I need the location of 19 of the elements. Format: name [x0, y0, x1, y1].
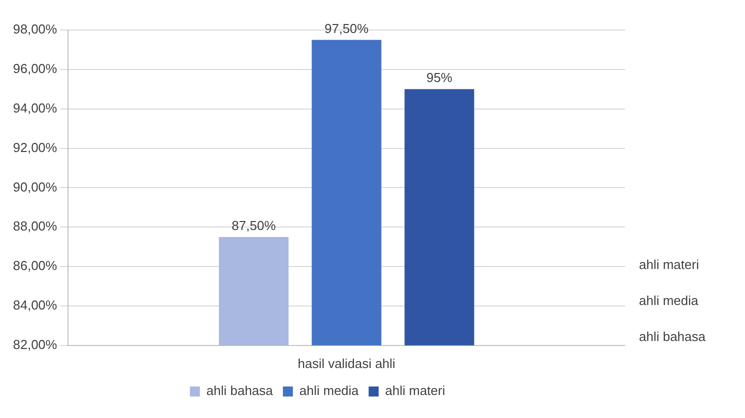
y-tick-label: 96,00%: [12, 61, 58, 76]
legend-label: ahli materi: [385, 383, 446, 398]
text: ahli materi: [639, 256, 700, 272]
y-tick-label: 92,00%: [12, 140, 58, 155]
legend-label: ahli bahasa: [206, 383, 274, 398]
y-tick-label: 98,00%: [12, 22, 58, 37]
legend-label: ahli media: [299, 383, 360, 398]
text: ahli media: [639, 292, 700, 308]
y-tick-label: 84,00%: [12, 298, 58, 313]
x-tick-label: hasil validasi ahli: [298, 356, 396, 371]
y-tick-label: 90,00%: [12, 179, 58, 194]
data-label: 95%: [426, 70, 453, 86]
y-tick-label: 94,00%: [12, 100, 58, 116]
text: ahli bahasa: [639, 328, 706, 344]
y-tick-label: 82,00%: [12, 336, 58, 352]
y-tick-label: 86,00%: [12, 258, 58, 274]
data-label: 87,50%: [232, 218, 276, 234]
y-tick-label: 88,00%: [12, 218, 58, 234]
data-label: 97,50%: [324, 20, 370, 36]
